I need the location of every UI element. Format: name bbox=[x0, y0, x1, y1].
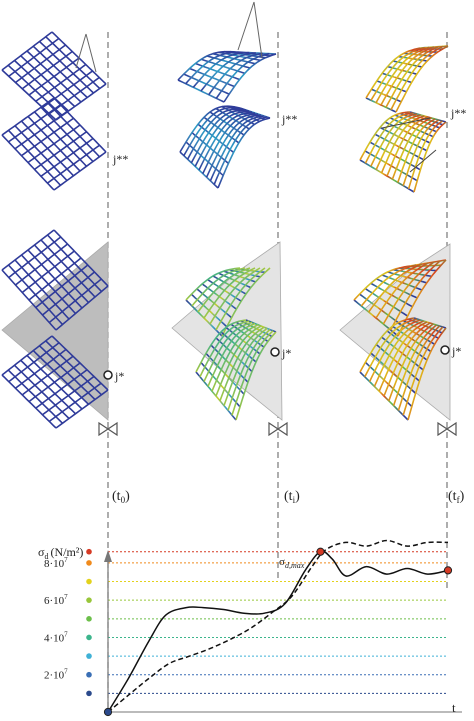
curved-sheet-bottom-lower-ti bbox=[195, 319, 277, 421]
y-tick-label: 8·107 bbox=[44, 556, 68, 570]
level-dot bbox=[86, 671, 92, 678]
y-tick-label: 2·107 bbox=[44, 668, 68, 682]
series-marker bbox=[103, 707, 113, 717]
lower-sheets bbox=[1, 229, 451, 429]
sigma-max-label: σd,max bbox=[279, 556, 305, 570]
level-dot bbox=[86, 548, 92, 555]
curved-sheet-top-lower-tf bbox=[353, 259, 447, 337]
level-dot bbox=[86, 690, 92, 697]
level-dot bbox=[86, 597, 92, 603]
node-lower-label-tf: j* bbox=[451, 344, 461, 358]
markers-group bbox=[103, 547, 453, 717]
level-dot bbox=[86, 578, 92, 585]
node-upper-label-ti: j** bbox=[281, 112, 297, 126]
node-lower-marker-t0 bbox=[103, 370, 113, 380]
flat-sheet-bottom-lower-t0 bbox=[1, 335, 109, 429]
y-axis-label: σd (N/m²) bbox=[38, 545, 83, 561]
level-dot bbox=[86, 634, 92, 641]
curved-sheet-bottom-ti bbox=[179, 105, 271, 189]
support-strut-t0 bbox=[75, 33, 97, 73]
series-line-dashed bbox=[107, 539, 449, 713]
curved-sheet-bottom-tf bbox=[359, 111, 447, 193]
x-axis-label: t bbox=[452, 700, 456, 715]
node-upper-label-t0: j** bbox=[112, 152, 128, 166]
support-strut-ti bbox=[237, 1, 263, 59]
node-labels: j** j** j** j* j* j* bbox=[103, 106, 466, 383]
node-lower-label-t0: j* bbox=[114, 369, 124, 383]
curved-sheet-top-ti bbox=[177, 50, 277, 103]
time-label-tf: (tf) bbox=[448, 489, 465, 505]
series-marker bbox=[443, 566, 453, 575]
y-axis-arrow bbox=[104, 550, 112, 562]
hinge-icon-tf bbox=[437, 421, 457, 437]
level-lines bbox=[86, 548, 448, 697]
series-marker bbox=[316, 547, 325, 556]
time-label-ti: (ti) bbox=[284, 489, 300, 505]
y-tick-labels: 8·107 6·107 4·107 2·107 bbox=[44, 556, 68, 682]
support-strut-tf bbox=[381, 117, 437, 173]
curved-sheet-top-tf bbox=[365, 45, 449, 113]
curved-sheet-top-lower-ti bbox=[185, 267, 271, 337]
level-dot bbox=[86, 560, 92, 566]
node-upper-label-tf: j** bbox=[450, 106, 466, 120]
hinges bbox=[98, 421, 457, 437]
flat-sheet-top-lower-t0 bbox=[1, 229, 109, 331]
stress-chart: 8·107 6·107 4·107 2·107 σd (N/m²) t σd,max bbox=[38, 539, 462, 717]
hinge-icon-ti bbox=[268, 421, 288, 437]
hinge-icon-t0 bbox=[98, 421, 118, 437]
level-dot bbox=[86, 616, 92, 622]
time-labels: (t0) (ti) (tf) bbox=[112, 489, 465, 505]
level-dot bbox=[86, 653, 92, 659]
curved-sheet-bottom-lower-tf bbox=[359, 317, 447, 421]
node-lower-marker-tf bbox=[440, 345, 450, 355]
y-tick-label: 6·107 bbox=[44, 593, 68, 607]
flat-sheet-bottom-t0 bbox=[1, 97, 107, 191]
upper-sheets bbox=[1, 1, 449, 193]
time-label-t0: (t0) bbox=[112, 489, 130, 505]
flat-sheet-top-t0 bbox=[1, 31, 107, 121]
y-tick-label: 4·107 bbox=[44, 630, 68, 644]
node-lower-label-ti: j* bbox=[281, 346, 291, 360]
node-lower-marker-ti bbox=[270, 347, 280, 357]
series-group bbox=[107, 539, 449, 713]
